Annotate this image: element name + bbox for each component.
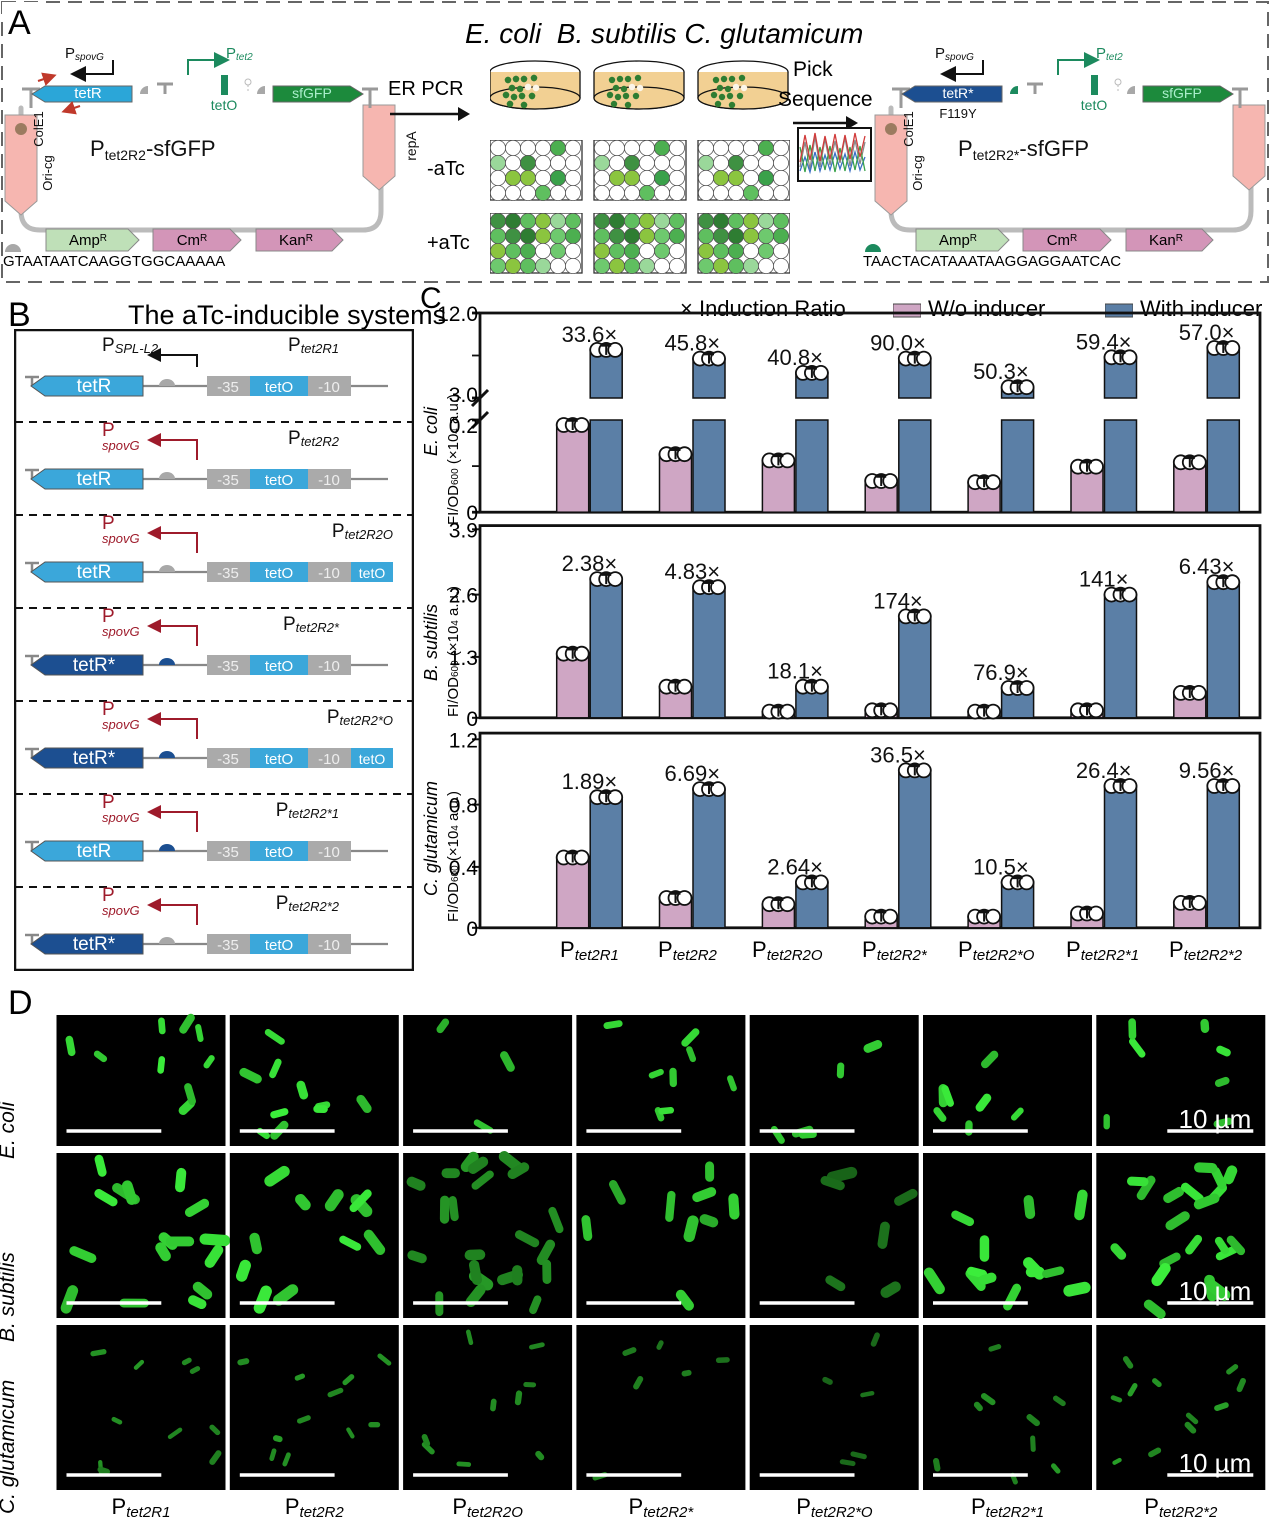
svg-text:10 µm: 10 µm (1179, 1104, 1252, 1134)
svg-text:10 µm: 10 µm (1179, 1276, 1252, 1306)
svg-text:10 µm: 10 µm (1179, 1448, 1252, 1478)
